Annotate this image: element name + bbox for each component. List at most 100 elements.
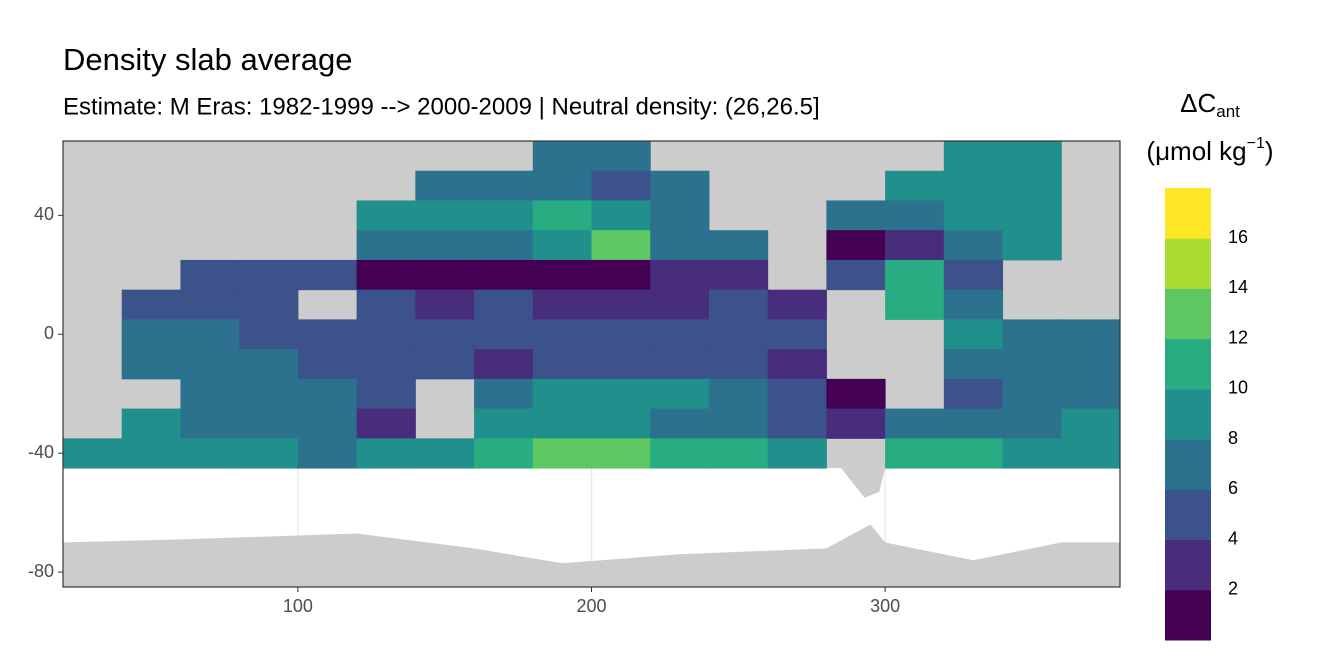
- heat-cell: [297, 259, 358, 291]
- panel: [62, 140, 1121, 588]
- legend-swatch: [1165, 288, 1211, 340]
- heat-cell: [297, 378, 358, 410]
- heat-cell: [943, 408, 1004, 439]
- heat-cell: [180, 408, 240, 439]
- heat-cell: [943, 349, 1004, 380]
- heat-cell: [650, 289, 710, 320]
- x-tick-label: 100: [283, 596, 313, 616]
- heat-cell: [591, 200, 651, 231]
- heat-cell: [650, 378, 710, 410]
- heat-cell: [1002, 438, 1062, 469]
- heat-cell: [826, 408, 886, 439]
- heat-cell: [474, 378, 534, 410]
- heat-cell: [591, 141, 651, 172]
- heat-cell: [591, 378, 651, 410]
- heat-cell: [1002, 200, 1062, 231]
- heat-cell: [356, 200, 416, 231]
- x-tick-label: 300: [870, 596, 900, 616]
- heat-cell: [356, 319, 416, 350]
- heat-cell: [708, 289, 769, 320]
- heat-cell: [180, 438, 240, 469]
- heat-cell: [121, 289, 181, 320]
- heat-cell: [239, 408, 299, 439]
- y-tick-label: 0: [44, 323, 54, 343]
- heat-cell: [885, 259, 945, 291]
- heat-cell: [1061, 408, 1121, 439]
- heat-cell: [1002, 230, 1062, 261]
- heat-cell: [943, 378, 1004, 410]
- chart-subtitle: Estimate: M Eras: 1982-1999 --> 2000-200…: [63, 93, 820, 120]
- heat-cell: [239, 349, 299, 380]
- heat-cell: [1002, 319, 1062, 350]
- heat-cell: [943, 230, 1004, 261]
- heat-cell: [356, 289, 416, 320]
- heat-cell: [943, 438, 1004, 469]
- heat-cell: [474, 200, 534, 231]
- heat-cell: [1061, 438, 1121, 469]
- heat-cell: [474, 289, 534, 320]
- heat-cell: [826, 378, 886, 410]
- heat-cell: [239, 319, 299, 350]
- heat-cell: [1002, 170, 1062, 201]
- heat-cell: [943, 170, 1004, 201]
- heat-cell: [767, 319, 827, 350]
- heat-cell: [767, 349, 827, 380]
- heat-cell: [474, 349, 534, 380]
- heat-cell: [591, 289, 651, 320]
- heat-cell: [356, 349, 416, 380]
- heat-cell: [532, 319, 592, 350]
- legend-unit-close: ): [1265, 136, 1274, 166]
- heat-cell: [356, 438, 416, 469]
- heat-cell: [121, 438, 181, 469]
- heat-cell: [591, 438, 651, 469]
- heat-cell: [885, 230, 945, 261]
- heat-cell: [708, 230, 769, 261]
- heat-cell: [885, 200, 945, 231]
- heat-cell: [180, 289, 240, 320]
- heat-cell: [943, 200, 1004, 231]
- legend-swatch: [1165, 238, 1211, 289]
- heat-cell: [826, 200, 886, 231]
- heat-cell: [415, 319, 475, 350]
- heat-cell: [356, 408, 416, 439]
- heat-cell: [415, 259, 475, 291]
- legend-swatch: [1165, 539, 1211, 591]
- heat-cell: [767, 289, 827, 320]
- heat-cell: [474, 319, 534, 350]
- heat-cell: [708, 378, 769, 410]
- heat-cell: [885, 289, 945, 320]
- legend-unit: (μmol kg−1): [1146, 135, 1273, 166]
- legend-swatch: [1165, 188, 1211, 239]
- heat-cell: [63, 438, 123, 469]
- legend-label: 16: [1228, 227, 1248, 247]
- heat-cell: [1061, 349, 1121, 380]
- heat-cell: [356, 378, 416, 410]
- heat-cell: [650, 200, 710, 231]
- heat-cell: [885, 408, 945, 439]
- legend-title-main: ΔC: [1180, 88, 1216, 118]
- legend-label: 2: [1228, 579, 1238, 599]
- legend-label: 6: [1228, 478, 1238, 498]
- heat-cell: [239, 438, 299, 469]
- legend-label: 10: [1228, 378, 1248, 398]
- south-america-tip: [841, 468, 886, 498]
- heat-cell: [356, 259, 416, 291]
- y-tick-label: -40: [28, 442, 54, 462]
- heat-cell: [474, 230, 534, 261]
- heat-cell: [532, 438, 592, 469]
- heat-cell: [1002, 378, 1062, 410]
- heat-cell: [532, 200, 592, 231]
- legend-swatch: [1165, 338, 1211, 390]
- heat-cell: [532, 230, 592, 261]
- heat-cell: [180, 378, 240, 410]
- heat-cell: [474, 259, 534, 291]
- heat-cell: [943, 141, 1004, 172]
- heat-cell: [297, 438, 358, 469]
- heat-cell: [1061, 319, 1121, 350]
- heat-cell: [767, 438, 827, 469]
- heat-cell: [591, 408, 651, 439]
- chart-title: Density slab average: [63, 42, 353, 77]
- heat-cell: [767, 378, 827, 410]
- heat-cell: [121, 319, 181, 350]
- heat-cell: [943, 319, 1004, 350]
